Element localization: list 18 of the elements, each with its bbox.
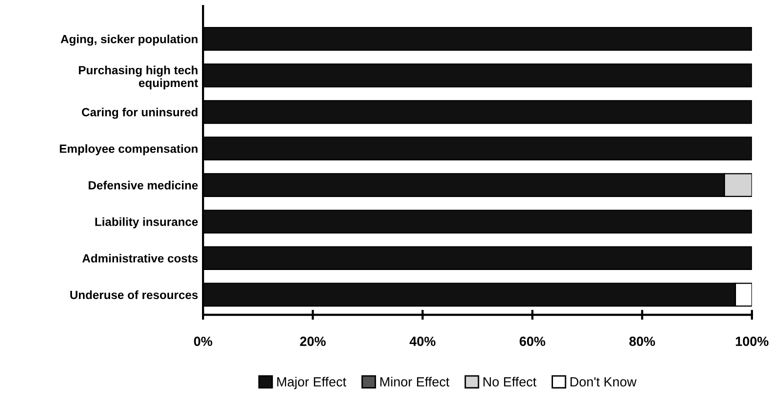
x-tick-label: 80% [629,336,656,346]
x-tick-label: 100% [736,336,768,346]
y-tick-label: Underuse of resources [70,290,198,300]
x-tick-label: 40% [410,336,436,346]
y-tick-label: Administrative costs [82,254,198,263]
y-tick-label: Purchasing high tech equipment [78,66,198,90]
legend-label: Don't Know [570,377,637,387]
legend-label: No Effect [484,376,536,387]
y-tick-label: Aging, sicker population [60,34,198,46]
y-tick-label: Employee compensation [60,144,198,156]
y-tick-label: Caring for uninsured [82,108,198,119]
legend-label: Major Effect [277,376,346,390]
x-tick-label: 20% [300,336,326,346]
legend-label: Minor Effect [380,376,450,387]
x-tick-label: 0% [194,336,212,346]
x-tick-label: 60% [520,336,546,346]
y-tick-label: Defensive medicine [88,180,198,190]
y-tick-label: Liability insurance [95,217,198,228]
